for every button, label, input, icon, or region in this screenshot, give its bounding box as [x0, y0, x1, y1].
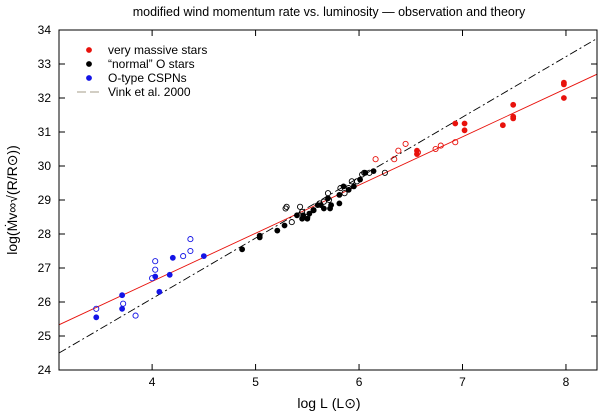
- data-point-open: [381, 169, 388, 176]
- x-tick-label: 4: [149, 375, 156, 389]
- data-point-open: [93, 305, 100, 312]
- data-point: [345, 186, 352, 193]
- data-point-open: [149, 275, 156, 282]
- data-point: [119, 305, 126, 312]
- data-point: [560, 81, 567, 88]
- x-tick-label: 7: [459, 375, 466, 389]
- data-point-open: [325, 196, 333, 204]
- data-point-open: [414, 149, 422, 156]
- data-point: [560, 95, 567, 101]
- data-point: [340, 183, 347, 190]
- data-point-open: [341, 190, 348, 197]
- data-point: [152, 273, 159, 280]
- data-point-open: [372, 156, 379, 163]
- y-tick-label: 27: [38, 261, 52, 275]
- data-point-open: [395, 147, 402, 154]
- data-point: [452, 120, 459, 127]
- legend-label: “normal” O stars: [108, 57, 195, 71]
- data-point: [461, 120, 468, 127]
- y-tick-label: 26: [38, 295, 52, 309]
- data-point-open: [310, 207, 317, 214]
- legend: very massive stars“normal” O starsO-type…: [77, 43, 207, 99]
- data-point: [320, 205, 327, 212]
- y-tick-label: 24: [38, 363, 52, 377]
- data-point-open: [187, 236, 194, 243]
- legend-marker: [86, 61, 92, 67]
- data-point: [304, 215, 311, 222]
- legend-label: very massive stars: [108, 43, 207, 57]
- data-point-open: [402, 140, 409, 147]
- data-point: [310, 207, 317, 214]
- y-tick-label: 34: [38, 23, 52, 37]
- data-point-open: [348, 178, 355, 185]
- data-point: [306, 210, 313, 217]
- x-axis-label: log L (L⊙): [297, 395, 360, 411]
- data-point: [156, 288, 163, 295]
- data-point-open: [152, 266, 159, 273]
- data-point-open: [432, 145, 439, 153]
- data-point: [200, 253, 207, 259]
- data-point: [336, 200, 343, 207]
- data-point-open: [297, 203, 304, 210]
- data-point: [414, 151, 420, 158]
- data-point: [350, 183, 357, 190]
- data-point: [294, 212, 300, 219]
- data-point: [357, 176, 363, 183]
- legend-label: Vink et al. 2000: [108, 85, 191, 99]
- data-point: [274, 227, 281, 234]
- y-tick-label: 25: [38, 329, 52, 343]
- data-point: [328, 202, 335, 209]
- y-tick-label: 30: [38, 159, 52, 173]
- data-point-open: [304, 213, 311, 221]
- x-tick-label: 5: [252, 375, 259, 389]
- data-point: [166, 271, 173, 278]
- x-tick-label: 8: [563, 375, 570, 389]
- x-tick-label: 6: [356, 375, 363, 389]
- data-point-open: [353, 178, 361, 185]
- data-point-open: [437, 142, 444, 149]
- data-point: [336, 192, 343, 198]
- y-axis-label: log(Ṁv∞√(R/R⊙)): [3, 145, 20, 255]
- data-point-open: [299, 208, 306, 215]
- y-tick-label: 33: [38, 57, 52, 71]
- data-point-open: [132, 312, 139, 319]
- data-point-open: [345, 185, 352, 192]
- data-point: [93, 314, 100, 321]
- data-point-open: [337, 185, 344, 192]
- legend-label: O-type CSPNs: [108, 71, 187, 85]
- data-point-open: [180, 253, 187, 260]
- legend-marker: [86, 75, 92, 81]
- y-tick-label: 29: [38, 193, 52, 207]
- data-points: [93, 79, 567, 321]
- data-point: [499, 122, 506, 129]
- chart-title: modified wind momentum rate vs. luminosi…: [133, 5, 526, 19]
- x-axis-label-unit: (L⊙): [332, 395, 361, 411]
- data-point: [510, 115, 517, 122]
- data-point: [281, 222, 288, 229]
- legend-marker: [86, 47, 92, 53]
- y-tick-label: 31: [38, 125, 52, 139]
- data-point: [461, 127, 468, 134]
- data-point: [510, 101, 517, 108]
- data-point-open: [452, 139, 459, 146]
- data-point-open: [283, 203, 290, 210]
- data-point: [239, 246, 246, 253]
- y-tick-label: 32: [38, 91, 52, 105]
- axis-tick-labels: 4 5 6 7 8 24 25 26 27 28 29 30 31 32 33 34: [38, 23, 570, 389]
- data-point-open: [366, 169, 373, 176]
- data-point-open: [152, 258, 159, 265]
- axis-ticks: [59, 29, 597, 371]
- data-point: [169, 254, 176, 261]
- data-point-open: [391, 156, 398, 163]
- data-point-open: [324, 190, 332, 197]
- x-axis-label-main: log L: [297, 395, 328, 411]
- data-point-open: [120, 300, 127, 307]
- data-point-open: [187, 247, 194, 255]
- data-point: [119, 292, 126, 299]
- data-point-open: [320, 198, 327, 205]
- y-tick-label: 28: [38, 227, 52, 241]
- data-point-open: [288, 219, 295, 226]
- data-point: [256, 232, 263, 239]
